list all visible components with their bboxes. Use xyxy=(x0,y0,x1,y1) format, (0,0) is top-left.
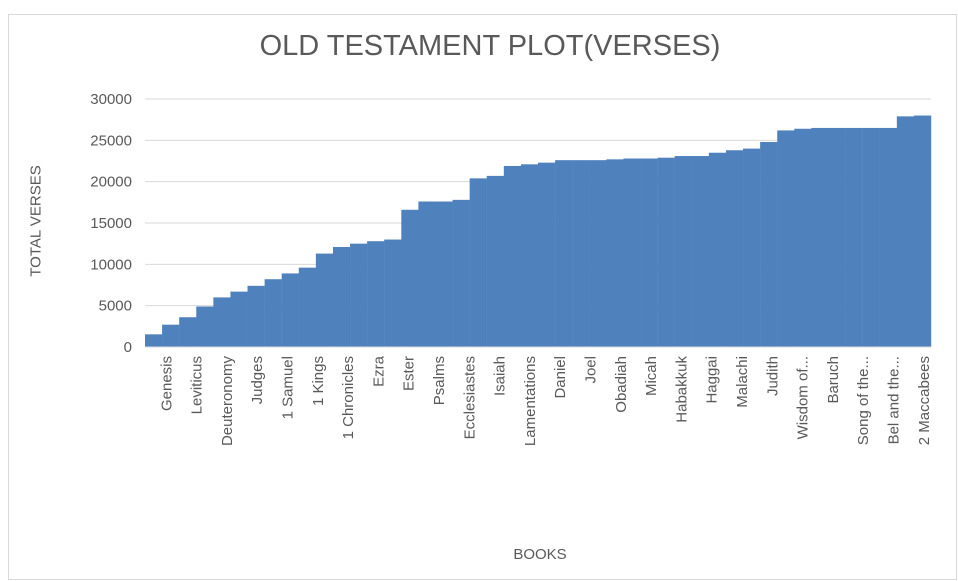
y-tick-label: 0 xyxy=(124,339,132,356)
bar xyxy=(538,163,555,347)
bar xyxy=(914,116,931,347)
bar xyxy=(162,325,179,347)
x-tick-label: Ezra xyxy=(370,355,387,387)
x-tick-label: Daniel xyxy=(552,356,569,399)
bar xyxy=(470,178,487,347)
bar xyxy=(589,160,606,347)
bar xyxy=(282,273,299,347)
x-tick-label: Obadiah xyxy=(613,356,630,413)
bar xyxy=(196,306,213,347)
x-tick-label: Haggai xyxy=(704,356,721,404)
x-tick-label: 1 Samuel xyxy=(279,356,296,419)
x-tick-label: Bel and the... xyxy=(885,356,902,444)
bar xyxy=(367,241,384,347)
bar xyxy=(658,158,675,347)
bar xyxy=(606,159,623,347)
x-tick-label: Leviticus xyxy=(189,356,206,414)
x-tick-label: Malachi xyxy=(734,356,751,408)
bar xyxy=(641,159,658,347)
bar xyxy=(401,210,418,347)
x-tick-label: Lamentations xyxy=(522,356,539,446)
y-tick-label: 10000 xyxy=(90,256,132,273)
x-tick-label: Isaiah xyxy=(492,356,509,396)
y-tick-label: 30000 xyxy=(90,91,132,108)
bar xyxy=(794,129,811,347)
x-tick-label: 1 Chronicles xyxy=(340,356,357,439)
x-tick-label: Judith xyxy=(764,356,781,396)
y-tick-label: 15000 xyxy=(90,215,132,232)
bar xyxy=(435,202,452,347)
x-tick-label: Deuteronomy xyxy=(219,356,236,447)
bar xyxy=(623,159,640,347)
bar xyxy=(675,156,692,347)
bar xyxy=(418,202,435,347)
bar xyxy=(726,150,743,347)
bar xyxy=(384,240,401,347)
x-tick-label: 1 Kings xyxy=(310,356,327,406)
bar xyxy=(504,166,521,347)
bar xyxy=(777,130,794,347)
bar xyxy=(572,160,589,347)
bar xyxy=(897,116,914,347)
bar xyxy=(846,128,863,347)
bar xyxy=(265,279,282,347)
x-tick-label: Baruch xyxy=(825,356,842,404)
y-tick-label: 25000 xyxy=(90,132,132,149)
bar xyxy=(333,247,350,347)
bar xyxy=(811,128,828,347)
x-tick-label: Micah xyxy=(643,356,660,396)
x-tick-label: Wisdom of... xyxy=(795,356,812,439)
bar xyxy=(299,268,316,347)
bar xyxy=(316,254,333,347)
bar xyxy=(213,297,230,347)
bar xyxy=(350,244,367,347)
bar xyxy=(487,176,504,347)
x-tick-label: 2 Maccabees xyxy=(916,356,933,445)
bar xyxy=(179,317,196,347)
bar xyxy=(230,292,247,347)
bar xyxy=(521,164,538,347)
bar xyxy=(743,149,760,347)
x-tick-label: Judges xyxy=(249,356,266,404)
x-tick-label: Psalms xyxy=(431,356,448,405)
y-tick-label: 5000 xyxy=(99,298,132,315)
bar xyxy=(709,153,726,347)
x-tick-label: Ester xyxy=(401,356,418,391)
bar xyxy=(145,334,162,347)
x-tick-label: Song of the... xyxy=(855,356,872,445)
x-tick-label: Habakkuk xyxy=(673,356,690,423)
bar xyxy=(828,128,845,347)
bar xyxy=(453,200,470,347)
x-tick-label: Joel xyxy=(582,356,599,384)
y-tick-label: 20000 xyxy=(90,174,132,191)
bar xyxy=(692,156,709,347)
x-tick-label: Ecclesiastes xyxy=(461,356,478,439)
x-tick-label: Genesis xyxy=(158,356,175,411)
bar xyxy=(863,128,880,347)
bar xyxy=(880,128,897,347)
bar xyxy=(248,286,265,347)
bar xyxy=(555,160,572,347)
bar xyxy=(760,142,777,347)
